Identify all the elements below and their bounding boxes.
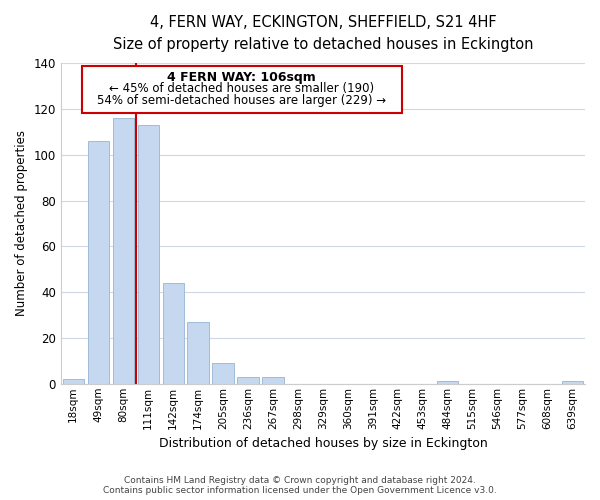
Bar	[187, 322, 209, 384]
Bar	[113, 118, 134, 384]
FancyBboxPatch shape	[82, 66, 401, 113]
Bar	[437, 382, 458, 384]
Bar	[212, 363, 233, 384]
Bar	[262, 377, 284, 384]
Text: 4 FERN WAY: 106sqm: 4 FERN WAY: 106sqm	[167, 71, 316, 84]
Bar	[62, 379, 84, 384]
Bar	[137, 125, 159, 384]
Y-axis label: Number of detached properties: Number of detached properties	[15, 130, 28, 316]
Title: 4, FERN WAY, ECKINGTON, SHEFFIELD, S21 4HF
Size of property relative to detached: 4, FERN WAY, ECKINGTON, SHEFFIELD, S21 4…	[113, 15, 533, 52]
Text: Contains HM Land Registry data © Crown copyright and database right 2024.
Contai: Contains HM Land Registry data © Crown c…	[103, 476, 497, 495]
Bar	[562, 382, 583, 384]
X-axis label: Distribution of detached houses by size in Eckington: Distribution of detached houses by size …	[158, 437, 487, 450]
Text: ← 45% of detached houses are smaller (190): ← 45% of detached houses are smaller (19…	[109, 82, 374, 96]
Text: 54% of semi-detached houses are larger (229) →: 54% of semi-detached houses are larger (…	[97, 94, 386, 106]
Bar	[163, 283, 184, 384]
Bar	[238, 377, 259, 384]
Bar	[88, 141, 109, 384]
